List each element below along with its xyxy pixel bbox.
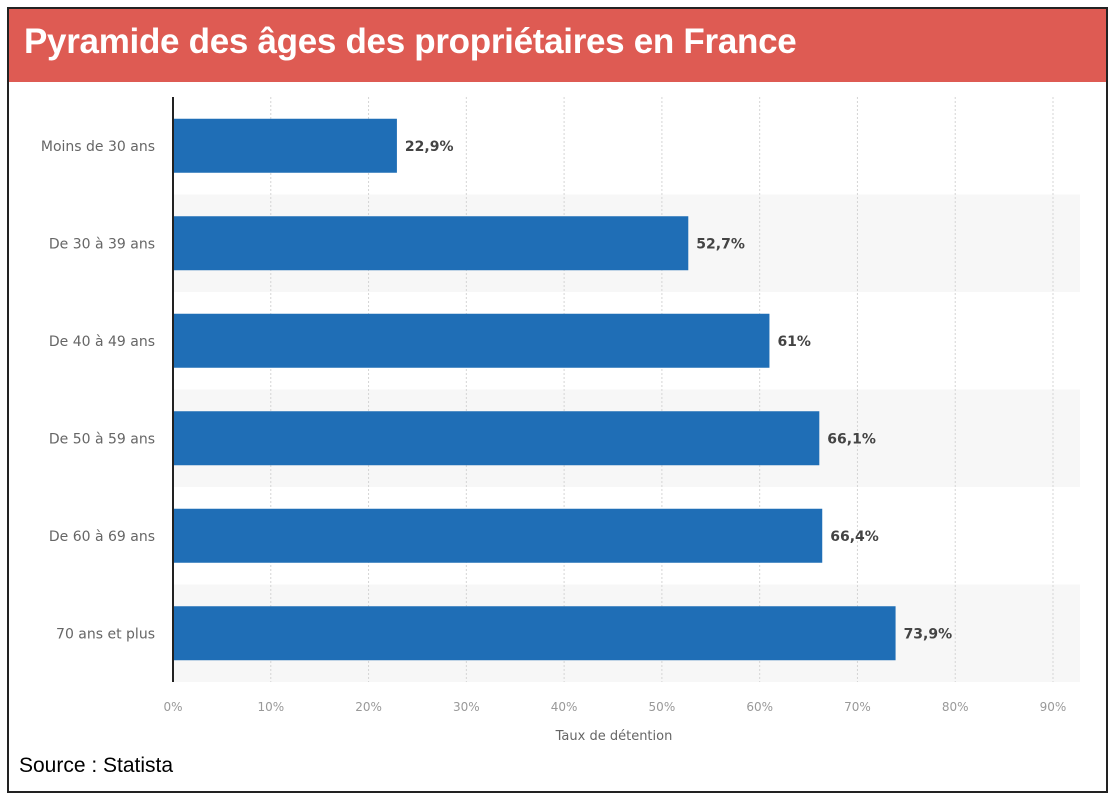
data-label: 22,9% [405, 139, 454, 155]
y-category-label: Moins de 30 ans [41, 139, 155, 155]
bar [173, 508, 823, 563]
title-bar [9, 9, 1106, 82]
data-label: 66,1% [827, 431, 876, 447]
data-label: 61% [777, 334, 811, 350]
bar [173, 606, 896, 661]
y-category-label: De 40 à 49 ans [49, 334, 155, 350]
x-axis-title: Taux de détention [555, 729, 673, 744]
chart-frame [7, 7, 1108, 793]
y-category-label: De 60 à 69 ans [49, 529, 155, 545]
y-category-label: De 50 à 59 ans [49, 431, 155, 447]
x-tick-label: 70% [844, 700, 871, 714]
x-tick-label: 60% [746, 700, 773, 714]
bar [173, 313, 770, 368]
x-tick-label: 30% [453, 700, 480, 714]
x-tick-label: 50% [649, 700, 676, 714]
x-tick-label: 90% [1040, 700, 1067, 714]
x-tick-label: 20% [355, 700, 382, 714]
x-tick-label: 0% [163, 700, 182, 714]
x-tick-label: 10% [257, 700, 284, 714]
x-tick-label: 80% [942, 700, 969, 714]
bar [173, 216, 689, 271]
chart-title: Pyramide des âges des propriétaires en F… [24, 22, 797, 61]
data-label: 73,9% [904, 626, 953, 642]
y-category-label: 70 ans et plus [56, 626, 155, 642]
x-tick-label: 40% [551, 700, 578, 714]
bar [173, 411, 820, 466]
y-category-label: De 30 à 39 ans [49, 236, 155, 252]
data-label: 52,7% [696, 236, 745, 252]
data-label: 66,4% [830, 529, 879, 545]
bar [173, 118, 397, 173]
source-note: Source : Statista [19, 754, 174, 777]
